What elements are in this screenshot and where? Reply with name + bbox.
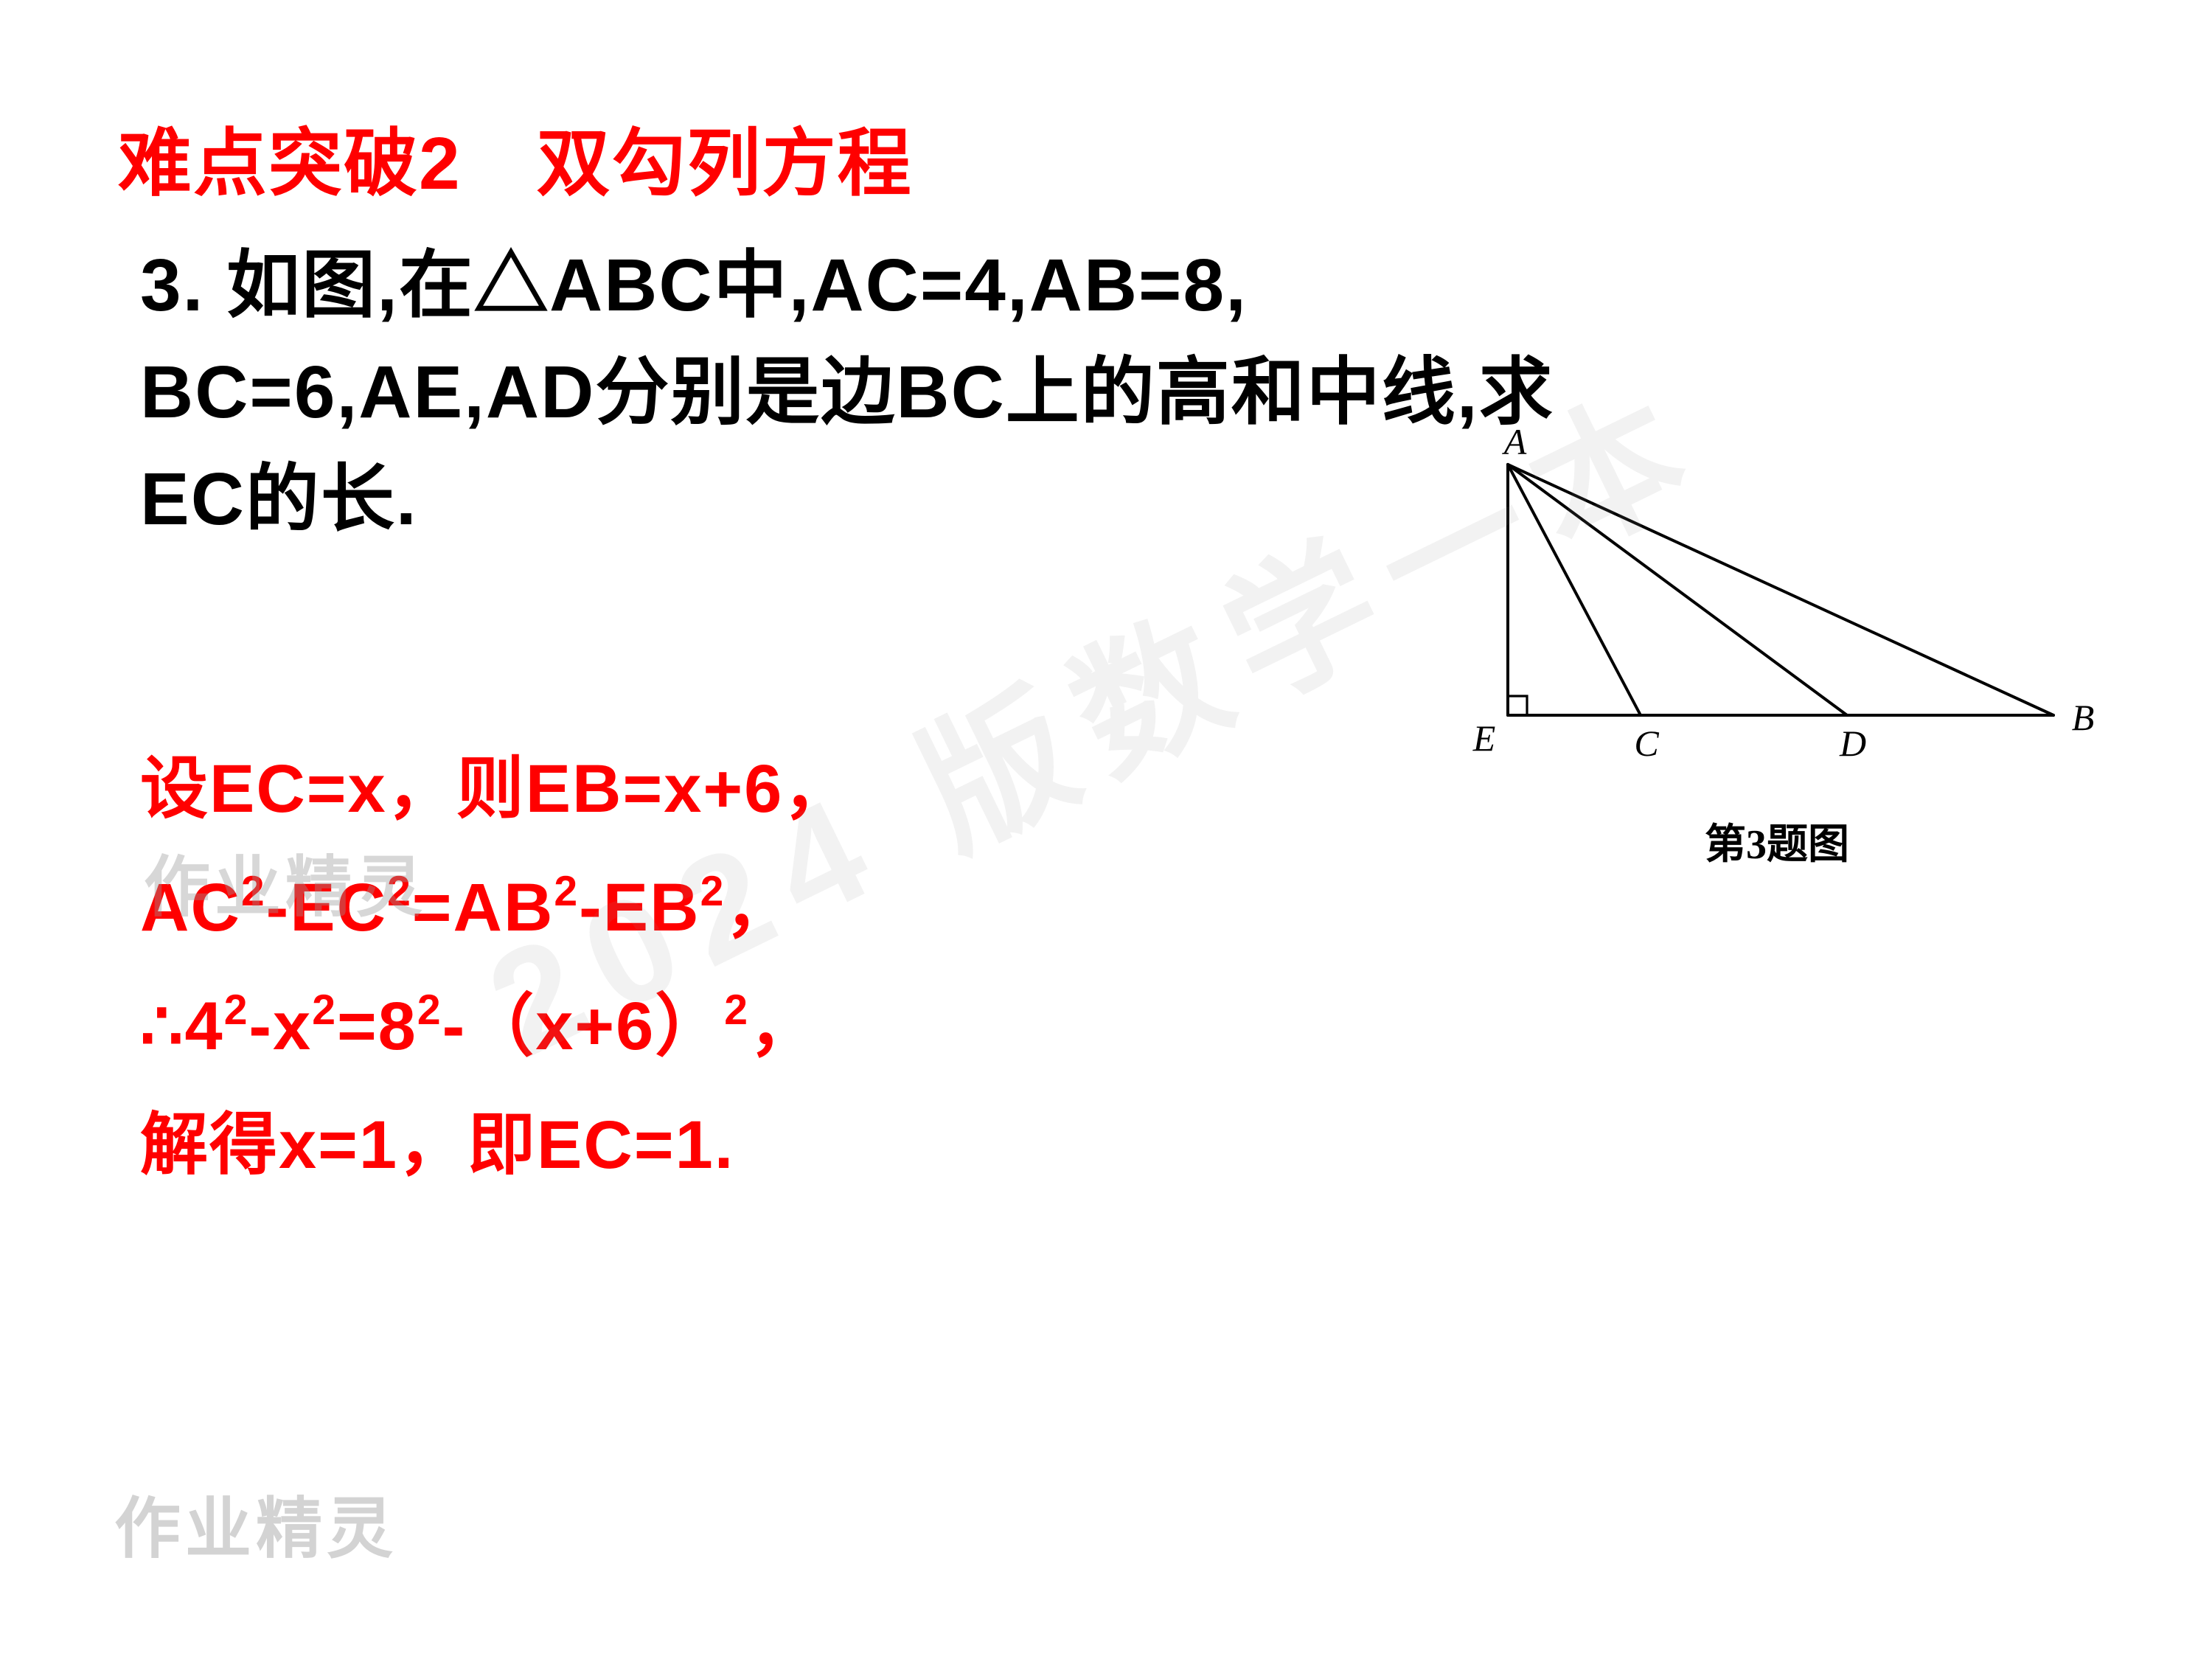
problem-line-2: BC=6,AE,AD分别是边BC上的高和中线,求 (140, 351, 1554, 434)
section-title: 难点突破2 双勾列方程 (118, 103, 2094, 210)
problem-line-1: 3. 如图,在△ABC中,AC=4,AB=8, (140, 244, 1248, 327)
solution-line-4: 解得x=1，即EC=1. (140, 1086, 2094, 1205)
svg-text:D: D (1839, 723, 1866, 764)
figure-caption: 第3题图 (1449, 811, 2105, 871)
svg-text:C: C (1634, 723, 1659, 764)
solution-line-3: ∴42-x2=82-（x+6）2， (140, 967, 2094, 1086)
svg-text:E: E (1472, 717, 1496, 759)
watermark-bottom: 作业精灵 (114, 1475, 397, 1571)
triangle-diagram: A E C D B (1449, 428, 2105, 767)
figure-container: A E C D B 第3题图 (1449, 428, 2105, 871)
svg-text:B: B (2072, 697, 2095, 738)
problem-line-3: EC的长. (140, 458, 418, 540)
svg-text:A: A (1502, 428, 1527, 462)
